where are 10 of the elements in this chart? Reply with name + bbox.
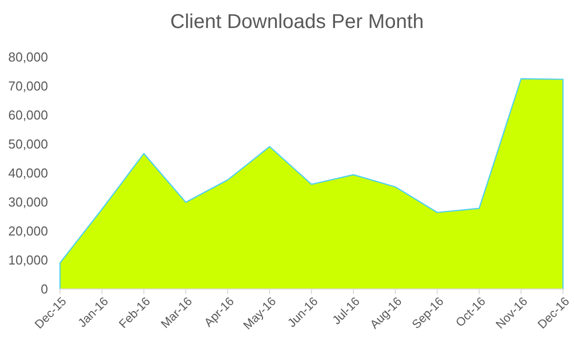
y-tick-label: 50,000 — [8, 136, 48, 152]
y-tick-label: 0 — [40, 282, 48, 297]
y-tick-label: 80,000 — [8, 50, 48, 65]
chart-title: Client Downloads Per Month — [170, 11, 424, 33]
y-tick-label: 70,000 — [8, 78, 48, 94]
y-tick-label: 20,000 — [8, 224, 48, 239]
y-tick-label: 30,000 — [8, 194, 48, 210]
y-tick-label: 40,000 — [8, 166, 48, 181]
y-tick-label: 60,000 — [8, 108, 48, 123]
y-tick-label: 10,000 — [8, 252, 48, 268]
